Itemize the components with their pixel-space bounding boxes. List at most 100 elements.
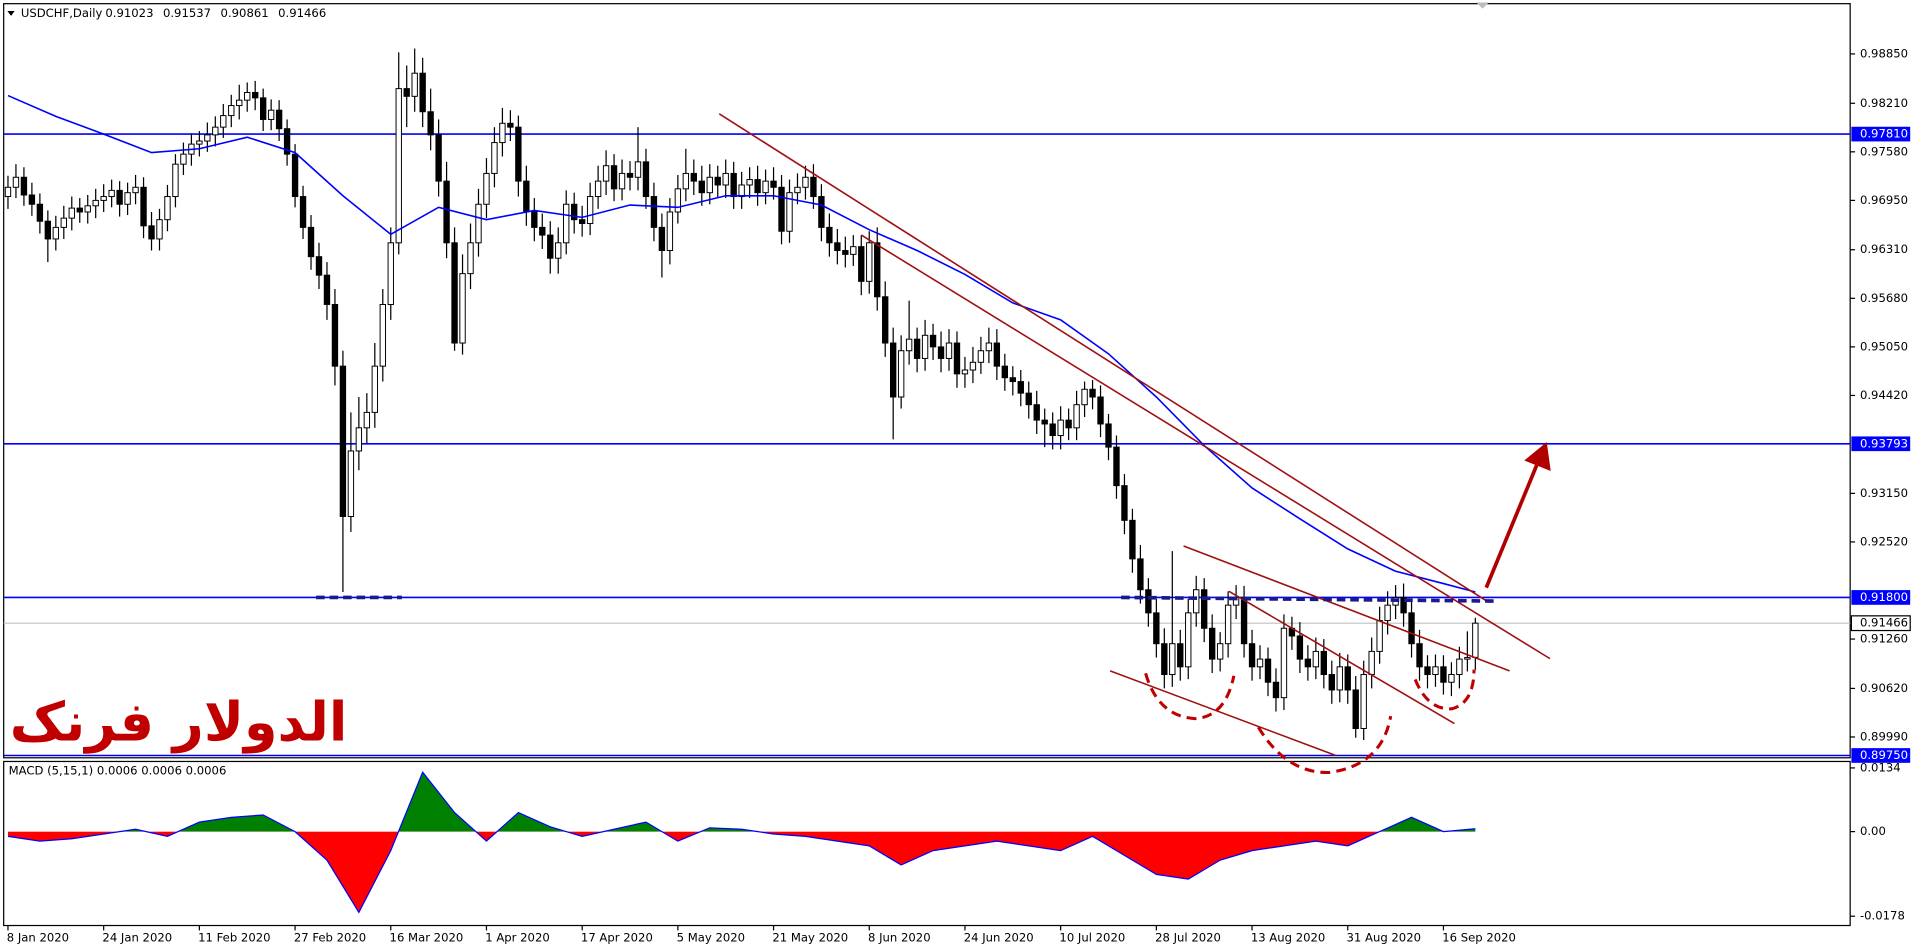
candle-body (1009, 377, 1016, 383)
candle-body (563, 203, 570, 244)
level-label: 0.89750 (1860, 748, 1908, 762)
header-open: 0.91023 (105, 6, 153, 20)
macd-line (7, 770, 1476, 914)
neckline-dash (1121, 595, 1498, 603)
candle-body (156, 219, 163, 240)
candle-body (746, 179, 753, 186)
symbol-label: USDCHF,Daily (21, 6, 103, 20)
candle-body (1448, 674, 1455, 683)
candle-body (507, 122, 514, 128)
candle-body (794, 186, 801, 194)
x-tick-label: 1 Apr 2020 (485, 930, 550, 944)
candle-body (60, 217, 67, 228)
candle-body (100, 196, 107, 201)
candle-body (116, 189, 123, 205)
candle-body (252, 91, 259, 99)
y-tick-label: 0.95050 (1860, 339, 1908, 353)
annotation-title: الدولار فرنک (10, 691, 348, 754)
candle-body (690, 172, 697, 182)
candle-body (84, 205, 91, 213)
candle-body (108, 189, 115, 198)
y-tick-label: 0.96310 (1860, 242, 1908, 256)
y-tick-label: 0.96950 (1860, 193, 1908, 207)
x-tick-label: 31 Aug 2020 (1347, 930, 1422, 944)
candle-body (1456, 658, 1463, 676)
candle-body (1424, 666, 1431, 676)
candle-body (267, 109, 275, 120)
candle-body (666, 211, 674, 252)
candle-body (1081, 388, 1088, 406)
candle-body (1360, 674, 1367, 729)
x-tick-label: 16 Mar 2020 (390, 930, 464, 944)
candle-body (451, 242, 458, 344)
candle-body (1137, 558, 1144, 591)
candle-body (523, 180, 530, 213)
candle-body (180, 153, 187, 165)
candle-body (889, 342, 897, 398)
candle-body (1097, 396, 1104, 425)
candle-body (403, 88, 410, 97)
candle-body (642, 161, 650, 198)
candle-body (1129, 519, 1136, 560)
y-tick-label: 0.98210 (1860, 96, 1908, 110)
header-triangle (7, 11, 15, 16)
candle-body (387, 242, 394, 305)
level-label: 0.93793 (1860, 436, 1908, 450)
candle-body (539, 226, 546, 236)
candle-body (586, 196, 594, 225)
candle-body (1400, 596, 1407, 614)
x-tick-label: 8 Jan 2020 (7, 930, 69, 944)
candle-body (124, 192, 131, 205)
candle-body (762, 180, 769, 194)
candle-body (571, 203, 578, 221)
header-low: 0.90861 (221, 6, 269, 20)
candle-body (730, 172, 737, 198)
candle-body (1408, 612, 1415, 645)
candle-body (244, 91, 251, 101)
candle-body (1216, 643, 1224, 660)
plot-area: 0.98850 0.98210 0.97580 0.96950 0.96310 0.956… (3, 46, 1911, 944)
candle-body (1280, 627, 1288, 699)
level-label: 0.91800 (1860, 590, 1908, 604)
candle-body (1240, 596, 1248, 645)
y-tick-label: 0.98850 (1860, 46, 1908, 60)
candle-body (874, 242, 881, 298)
candle-body (1336, 666, 1343, 691)
candle-body (602, 165, 610, 182)
candle-body (443, 180, 450, 244)
candle-body (1017, 381, 1024, 394)
candle-body (1256, 658, 1264, 668)
candle-body (977, 350, 985, 363)
candle-body (1169, 643, 1176, 676)
candle-body (148, 225, 155, 240)
candle-body (802, 176, 809, 188)
candle-body (331, 303, 339, 367)
pattern-arc (1257, 715, 1393, 775)
candle-body (475, 203, 482, 244)
candle-body (1153, 612, 1160, 645)
candle-body (236, 99, 243, 107)
candle-body (1193, 589, 1200, 614)
candle-body (1161, 643, 1168, 676)
channel-line (1183, 545, 1510, 672)
trend-line (860, 234, 1551, 660)
candle-body (1041, 419, 1048, 425)
candle-body (921, 334, 929, 359)
candle-body (897, 350, 905, 398)
candle-body (754, 179, 761, 194)
candle-body (68, 207, 75, 219)
candle-body (1105, 423, 1112, 448)
header-close: 0.91466 (278, 6, 326, 20)
candle-body (1065, 419, 1072, 429)
candle-body (626, 172, 634, 178)
candle-body (945, 342, 953, 359)
x-tick-label: 24 Jun 2020 (964, 930, 1034, 944)
candle-body (140, 186, 147, 227)
candle-body (435, 134, 442, 182)
candle-body (985, 342, 993, 352)
candle-body (1185, 612, 1192, 668)
candle-body (76, 207, 83, 213)
candle-body (44, 220, 52, 240)
candle-body (499, 122, 506, 144)
candle-body (355, 427, 363, 452)
